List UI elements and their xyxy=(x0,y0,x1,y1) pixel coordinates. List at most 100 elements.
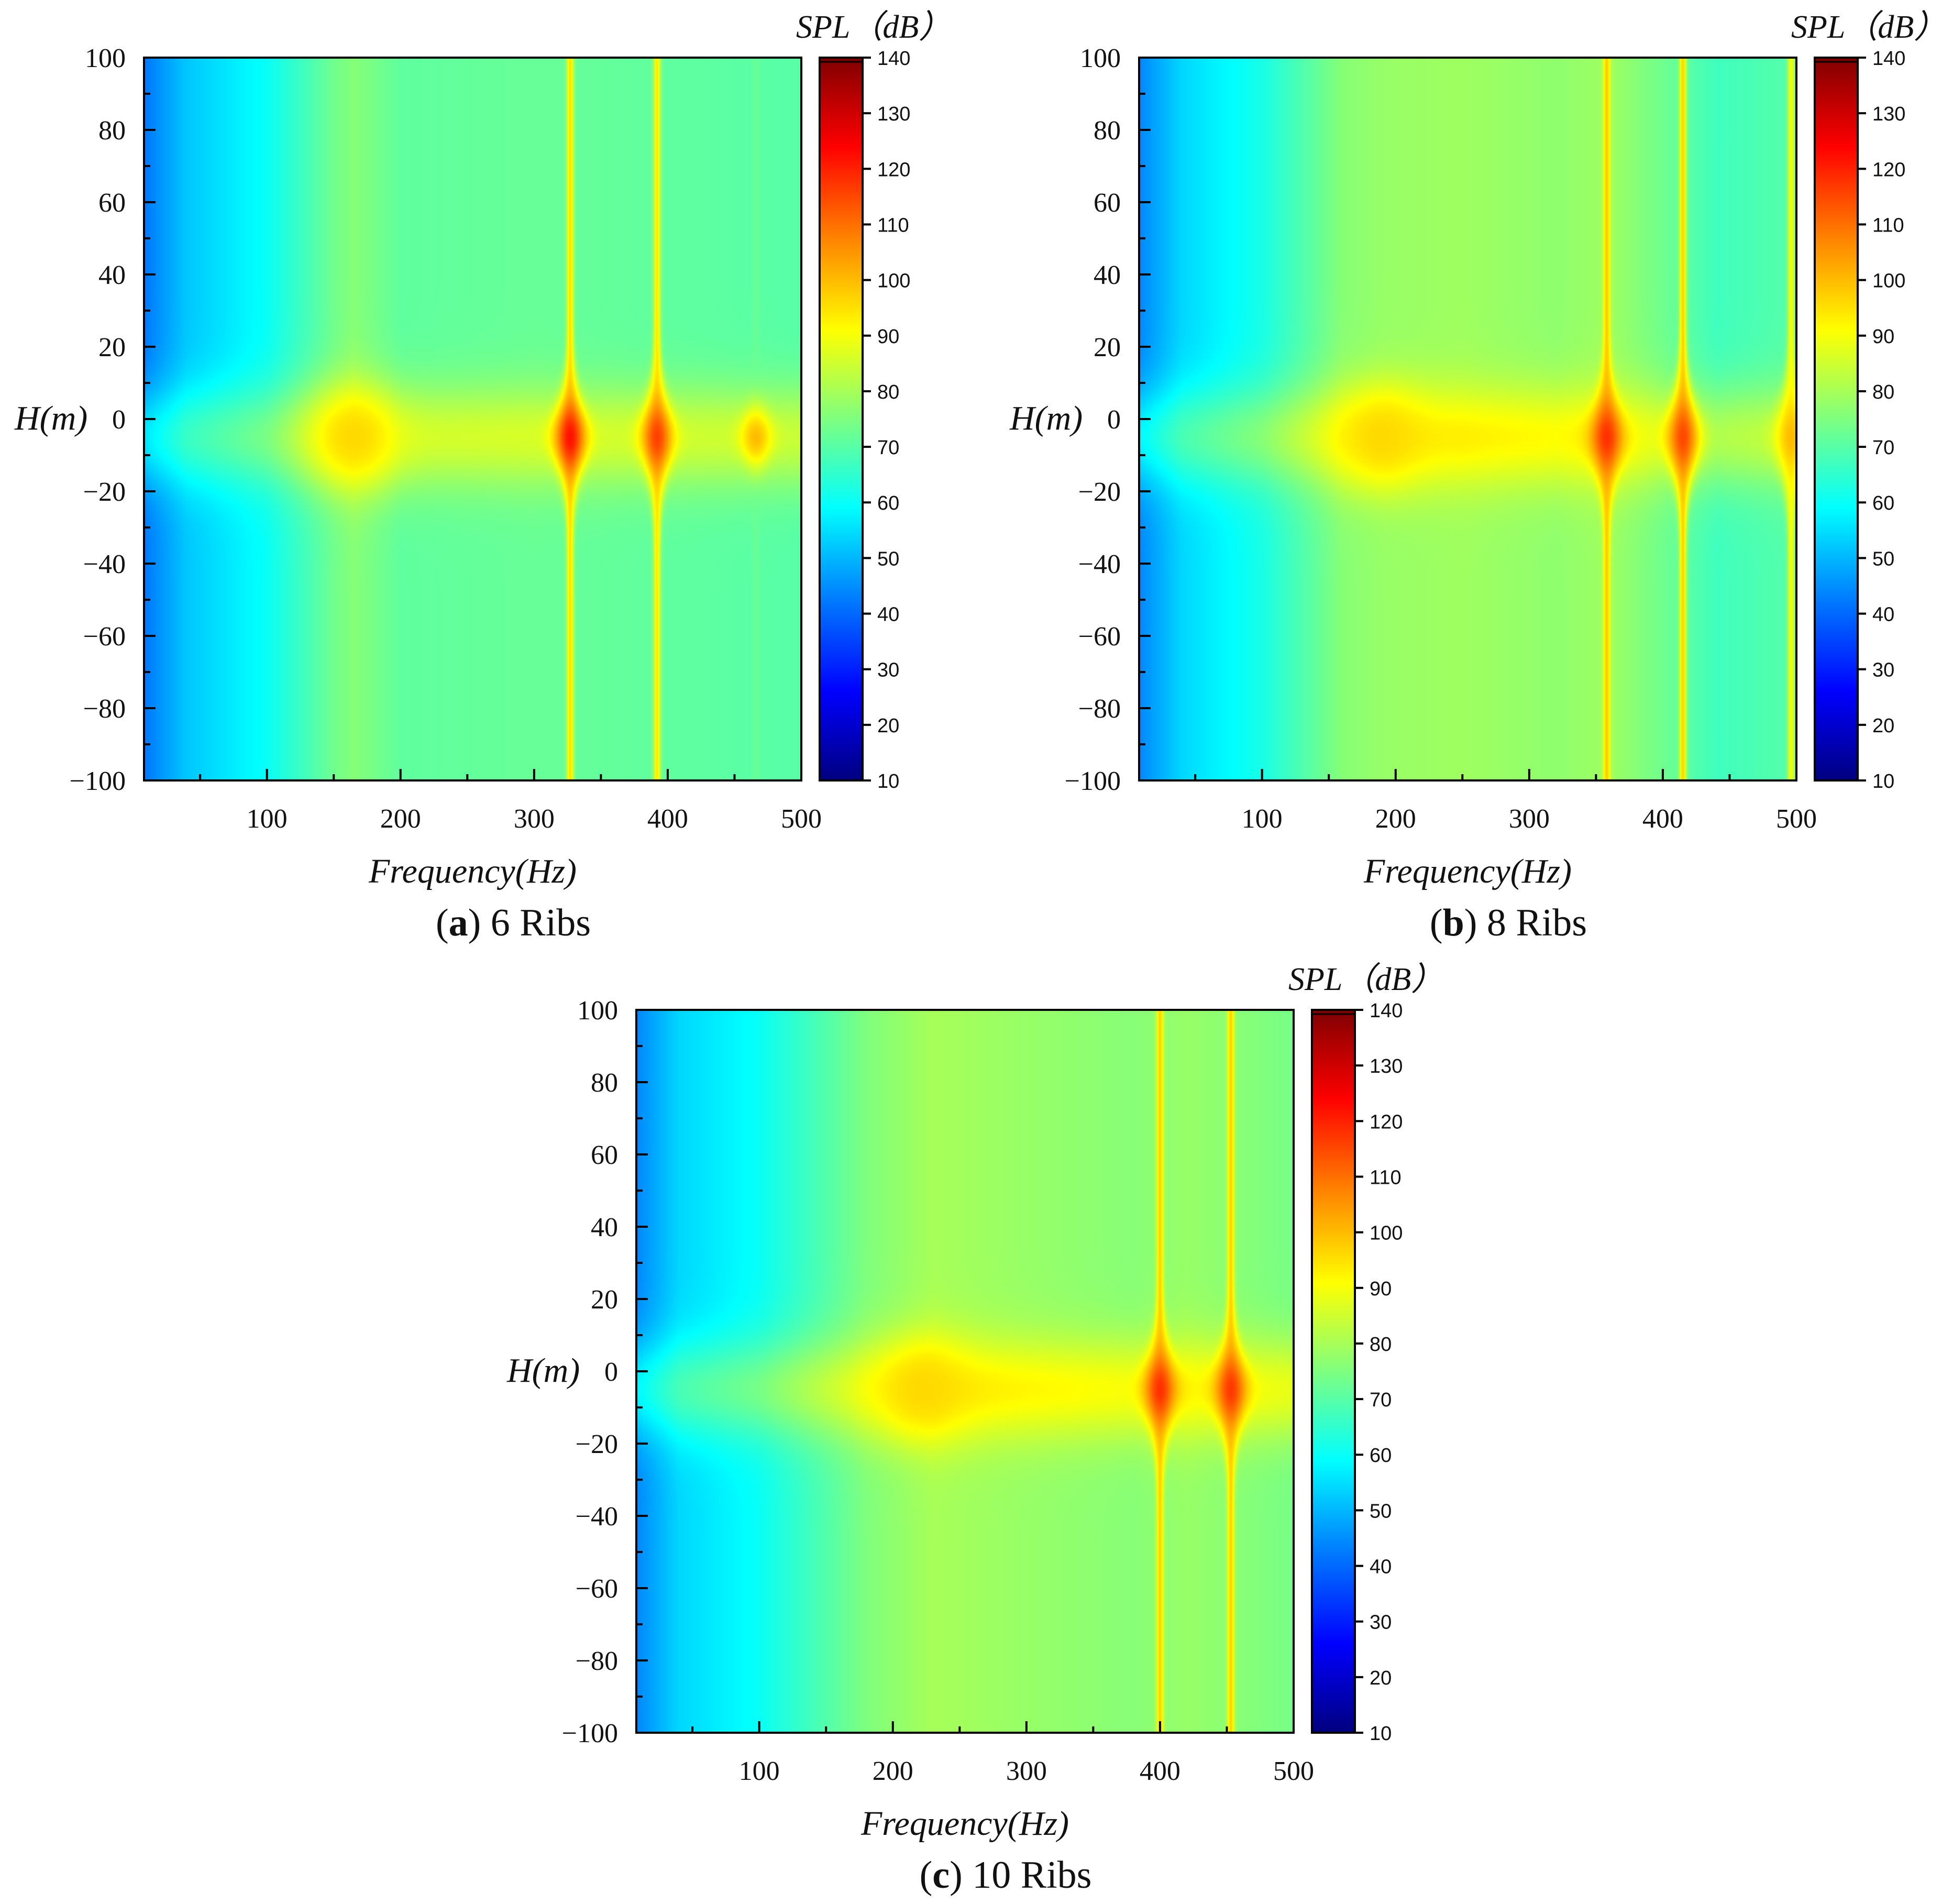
y-tick-label: −40 xyxy=(1078,549,1121,579)
y-tick-label: 40 xyxy=(98,260,126,290)
colorbar-tick-label: 10 xyxy=(1370,1723,1392,1745)
colorbar-tick-label: 100 xyxy=(1370,1223,1403,1245)
y-axis-label: H(m) xyxy=(14,399,87,437)
colorbar-tick-label: 20 xyxy=(1872,715,1894,737)
colorbar-tick-label: 20 xyxy=(1370,1667,1392,1689)
colorbar-tick-label: 60 xyxy=(877,492,899,514)
colorbar-tick-label: 50 xyxy=(877,548,899,570)
caption-letter: a xyxy=(448,901,468,944)
y-tick-label: −60 xyxy=(576,1574,618,1604)
panel-caption: (c) 10 Ribs xyxy=(919,1854,1092,1897)
x-axis-label: Frequency(Hz) xyxy=(860,1804,1069,1843)
colorbar-tick-label: 30 xyxy=(877,659,899,681)
colorbar-tick-label: 130 xyxy=(1370,1055,1403,1077)
x-tick-label: 300 xyxy=(1509,804,1550,834)
heatmap-chart-b: 100 200 300 400 500100806040200−20−40−60−80−… xyxy=(1009,9,1942,890)
y-tick-label: 0 xyxy=(112,405,126,435)
colorbar-tick-label: 10 xyxy=(1872,771,1894,793)
y-axis-label: H(m) xyxy=(506,1351,580,1390)
colorbar-tick-label: 10 xyxy=(877,771,899,793)
y-tick-label: −80 xyxy=(576,1646,618,1676)
colorbar-tick-label: 100 xyxy=(877,270,910,292)
x-tick-label: 500 xyxy=(1776,804,1817,834)
x-tick-label: 400 xyxy=(647,804,688,834)
colorbar-tick-label: 120 xyxy=(1872,159,1905,181)
caption-letter: b xyxy=(1442,901,1464,944)
y-tick-label: 0 xyxy=(1107,405,1121,435)
colorbar-tick-label: 70 xyxy=(877,437,899,459)
y-tick-label: 40 xyxy=(591,1213,618,1242)
y-tick-label: 20 xyxy=(98,333,126,362)
y-tick-label: −20 xyxy=(1078,477,1121,507)
x-axis-label: Frequency(Hz) xyxy=(368,852,577,890)
panel-caption: (a) 6 Ribs xyxy=(435,901,591,944)
y-tick-label: 60 xyxy=(591,1140,618,1170)
x-tick-label: 200 xyxy=(873,1756,913,1786)
colorbar-tick-label: 90 xyxy=(877,326,899,348)
colorbar-tick-label: 140 xyxy=(1872,48,1905,70)
y-tick-label: −60 xyxy=(1078,622,1121,652)
y-tick-label: 80 xyxy=(591,1068,618,1098)
y-tick-label: 20 xyxy=(1094,333,1121,362)
x-tick-label: 400 xyxy=(1140,1756,1180,1786)
colorbar-tick-label: 60 xyxy=(1370,1445,1392,1467)
colorbar-tick-label: 130 xyxy=(1872,103,1905,125)
y-tick-label: 100 xyxy=(1080,43,1121,73)
y-tick-label: 100 xyxy=(85,43,126,73)
y-tick-label: 20 xyxy=(591,1285,618,1315)
colorbar-tick-label: 60 xyxy=(1872,492,1894,514)
colorbar xyxy=(819,57,864,782)
y-tick-label: 80 xyxy=(1094,116,1121,146)
colorbar-tick-label: 90 xyxy=(1872,326,1894,348)
colorbar xyxy=(1311,1009,1356,1734)
colorbar-tick-label: 50 xyxy=(1370,1500,1392,1522)
colorbar-tick-label: 110 xyxy=(1370,1166,1402,1188)
x-tick-label: 400 xyxy=(1642,804,1683,834)
colorbar-tick-label: 70 xyxy=(1872,437,1894,459)
x-axis-label: Frequency(Hz) xyxy=(1363,852,1572,890)
colorbar-tick-label: 120 xyxy=(1370,1111,1403,1133)
colorbar-tick-label: 90 xyxy=(1370,1278,1392,1300)
x-tick-label: 500 xyxy=(1273,1756,1314,1786)
y-tick-label: −100 xyxy=(70,766,126,796)
colorbar-tick-label: 80 xyxy=(1872,381,1894,403)
y-tick-label: −20 xyxy=(83,477,126,507)
x-tick-label: 100 xyxy=(739,1756,780,1786)
x-tick-label: 200 xyxy=(1375,804,1416,834)
heatmap-image xyxy=(1139,58,1796,780)
y-tick-label: 80 xyxy=(98,116,126,146)
y-tick-label: 0 xyxy=(604,1357,618,1387)
colorbar-tick-label: 80 xyxy=(877,381,899,403)
heatmap-chart-c: 100 200 300 400 500100806040200−20−40−60−80−… xyxy=(506,962,1443,1843)
colorbar-tick-label: 140 xyxy=(1370,1000,1403,1022)
colorbar-tick-label: 40 xyxy=(877,604,899,626)
y-tick-label: −60 xyxy=(83,622,126,652)
y-tick-label: 60 xyxy=(98,188,126,218)
heatmap-image xyxy=(144,58,801,780)
x-tick-label: 300 xyxy=(514,804,555,834)
colorbar-tick-label: 40 xyxy=(1370,1556,1392,1578)
y-tick-label: −40 xyxy=(83,549,126,579)
colorbar-tick-label: 20 xyxy=(877,715,899,737)
colorbar-tick-label: 110 xyxy=(877,214,909,236)
y-tick-label: −100 xyxy=(1065,766,1121,796)
colorbar-tick-label: 110 xyxy=(1872,214,1904,236)
colorbar-tick-label: 50 xyxy=(1872,548,1894,570)
colorbar-tick-label: 30 xyxy=(1370,1612,1392,1634)
y-tick-label: −20 xyxy=(576,1429,618,1459)
colorbar-tick-label: 100 xyxy=(1872,270,1905,292)
x-tick-label: 100 xyxy=(1242,804,1283,834)
x-tick-label: 300 xyxy=(1006,1756,1047,1786)
heatmap-chart-a: 100 200 300 400 500100806040200−20−40−60−80−… xyxy=(14,9,951,890)
colorbar-label: SPL（dB） xyxy=(1791,9,1942,45)
colorbar-label: SPL（dB） xyxy=(796,9,951,45)
colorbar-tick-label: 140 xyxy=(877,48,910,70)
y-tick-label: 60 xyxy=(1094,188,1121,218)
y-tick-label: −80 xyxy=(83,694,126,724)
y-tick-label: −40 xyxy=(576,1502,618,1532)
colorbar-label: SPL（dB） xyxy=(1288,962,1443,997)
caption-letter: c xyxy=(932,1854,950,1897)
y-tick-label: 40 xyxy=(1094,260,1121,290)
x-tick-label: 500 xyxy=(781,804,822,834)
y-tick-label: 100 xyxy=(577,996,618,1026)
